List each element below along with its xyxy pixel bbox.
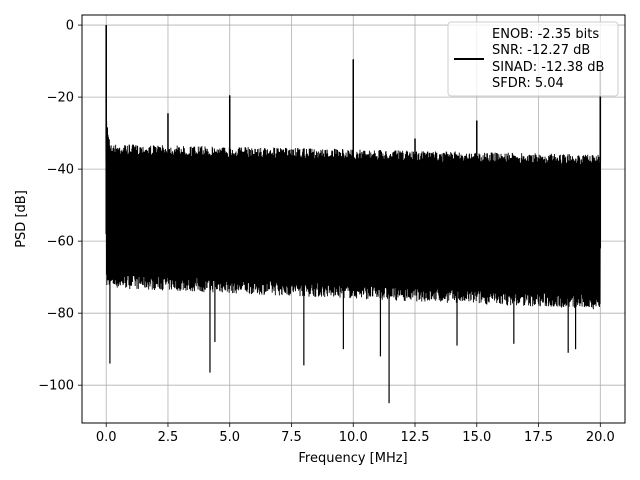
legend-text-enob: ENOB: -2.35 bits: [492, 27, 599, 42]
y-axis-ticks: 0 −20 −40 −60 −80 −100: [38, 19, 82, 394]
x-tick-label: 10.0: [339, 430, 368, 445]
x-tick-label: 0.0: [96, 430, 117, 445]
legend-box: [447, 21, 619, 97]
legend: ENOB: -2.35 bits SNR: -12.27 dB SINAD: -…: [447, 21, 619, 97]
x-tick-label: 15.0: [462, 430, 491, 445]
x-tick-label: 2.5: [158, 430, 179, 445]
y-tick-label: −40: [47, 163, 74, 178]
y-axis-label: PSD [dB]: [14, 190, 29, 248]
y-tick-label: −20: [47, 91, 74, 106]
plot-area-frame: [81, 14, 626, 424]
y-tick-label: 0: [66, 19, 74, 34]
x-tick-label: 12.5: [401, 430, 430, 445]
x-tick-label: 17.5: [524, 430, 553, 445]
x-tick-label: 20.0: [586, 430, 615, 445]
psd-series: [105, 25, 602, 404]
y-tick-label: −60: [47, 235, 74, 250]
legend-text-snr: SNR: -12.27 dB: [492, 43, 590, 58]
y-tick-label: −80: [47, 307, 74, 322]
x-tick-label: 5.0: [219, 430, 240, 445]
legend-text-sfdr: SFDR: 5.04: [492, 76, 564, 91]
y-tick-label: −100: [38, 379, 74, 394]
x-tick-label: 7.5: [281, 430, 302, 445]
x-axis-label: Frequency [MHz]: [298, 451, 407, 466]
x-axis-ticks: 0.0 2.5 5.0 7.5 10.0 12.5 15.0 17.5 20.0: [96, 423, 615, 445]
legend-text-sinad: SINAD: -12.38 dB: [492, 60, 604, 75]
